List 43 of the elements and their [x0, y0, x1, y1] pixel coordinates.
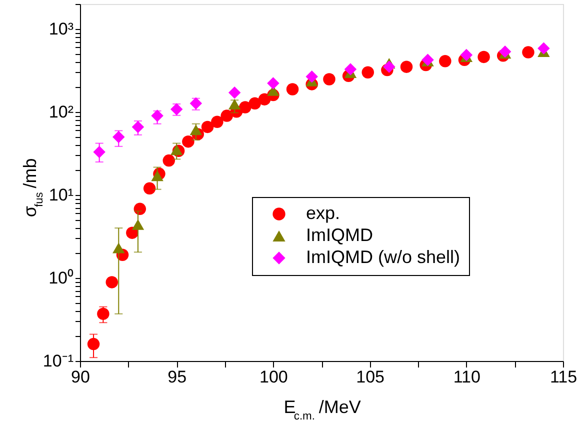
- x-tick-label: 95: [168, 368, 187, 386]
- legend-label: ImIQMD: [306, 225, 373, 245]
- x-tick-label: 90: [71, 368, 90, 386]
- x-tick-label: 110: [453, 368, 480, 386]
- point: [323, 73, 336, 86]
- point: [538, 42, 550, 54]
- point: [344, 63, 357, 76]
- y-axis-title: σfus /mb: [20, 158, 46, 218]
- point: [478, 50, 490, 64]
- point: [143, 182, 156, 195]
- y-tick-label: 10⁰: [48, 268, 74, 288]
- x-tick-label: 100: [260, 368, 288, 386]
- y-tick-label: 10¹: [48, 185, 74, 204]
- point: [400, 60, 413, 73]
- y-tick-label: 10⁻¹: [42, 352, 74, 370]
- point: [306, 70, 318, 83]
- point: [97, 308, 110, 320]
- legend-label: exp.: [306, 203, 340, 223]
- point: [106, 276, 118, 288]
- x-tick-label: 115: [550, 368, 578, 386]
- y-tick-label: 10²: [48, 102, 74, 122]
- point: [522, 46, 534, 58]
- point: [162, 154, 175, 167]
- point: [228, 86, 241, 99]
- point: [498, 46, 512, 58]
- y-tick-label: 10³: [48, 19, 74, 38]
- point: [286, 83, 299, 96]
- point: [267, 77, 280, 90]
- point: [87, 338, 100, 350]
- point: [460, 48, 473, 62]
- point: [362, 66, 374, 78]
- point: [220, 110, 233, 122]
- point: [134, 202, 146, 216]
- point: [211, 116, 224, 128]
- x-tick-label: 105: [356, 368, 384, 386]
- point: [439, 55, 452, 68]
- point: [248, 97, 261, 110]
- point: [382, 60, 396, 73]
- point: [201, 120, 214, 134]
- legend-label: ImIQMD (w/o shell): [306, 247, 460, 267]
- point: [182, 135, 194, 148]
- point: [151, 110, 164, 122]
- point: [239, 101, 252, 114]
